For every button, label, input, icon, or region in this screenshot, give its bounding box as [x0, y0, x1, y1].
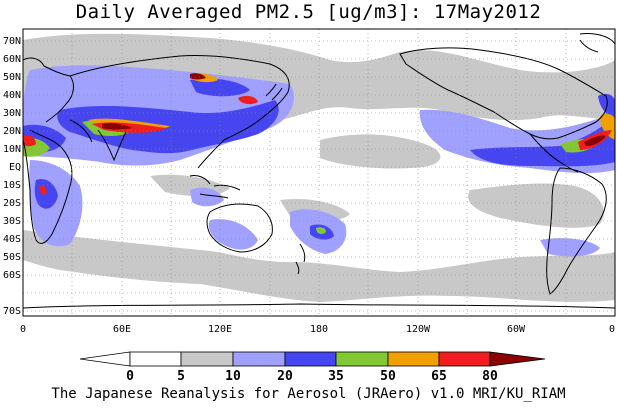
map-frame [22, 28, 616, 317]
colorbar-segment [335, 351, 389, 367]
coastlines [23, 33, 615, 309]
colorbar [79, 351, 546, 367]
lon-label: 120W [406, 324, 431, 335]
lat-label: 60N [3, 54, 21, 65]
lat-label: 50N [3, 72, 21, 83]
lon-label: 60E [113, 324, 131, 335]
lon-label: 0 [609, 324, 615, 335]
colorbar-min-arrow [79, 351, 131, 367]
colorbar-segment [180, 351, 234, 367]
colorbar-label: 50 [380, 369, 396, 384]
colorbar-segment [387, 351, 440, 367]
lon-label: 0 [20, 324, 26, 335]
lat-label: 70S [3, 306, 21, 317]
lat-label: 10S [3, 180, 21, 191]
map-title: Daily Averaged PM2.5 [ug/m3]: 17May2012 [75, 1, 542, 23]
lat-label: 40S [3, 234, 21, 245]
lat-labels: 70N 60N 50N 40N 30N 20N 10N EQ 10S 20S 3… [3, 36, 21, 317]
lat-label: 30S [3, 216, 21, 227]
colorbar-label: 5 [177, 369, 185, 384]
lat-label: 20S [3, 198, 21, 209]
lon-label: 60W [507, 324, 526, 335]
colorbar-label: 35 [328, 369, 344, 384]
lat-lon-grid [23, 29, 615, 316]
lat-label: 60S [3, 270, 21, 281]
colorbar-label: 20 [277, 369, 293, 384]
pm25-level-80-plus [102, 73, 606, 146]
footer-credit: The Japanese Reanalysis for Aerosol (JRA… [51, 386, 566, 402]
lat-label: 20N [3, 126, 21, 137]
lat-label: 50S [3, 252, 21, 263]
lon-labels: 0 60E 120E 180 120W 60W 0 [20, 324, 615, 335]
lat-label: 70N [3, 36, 21, 47]
lon-label: 180 [310, 324, 328, 335]
colorbar-segment [232, 351, 286, 367]
map-plot-area [23, 29, 615, 316]
lat-label: EQ [9, 162, 21, 173]
colorbar-segment [284, 351, 337, 367]
lat-label: 30N [3, 108, 21, 119]
colorbar-segment [129, 351, 182, 367]
lat-label: 10N [3, 144, 21, 155]
colorbar-label: 65 [431, 369, 447, 384]
lat-label: 40N [3, 90, 21, 101]
colorbar-labels: 0 5 10 20 35 50 65 80 [126, 369, 498, 384]
colorbar-label: 10 [225, 369, 241, 384]
colorbar-max-arrow [489, 351, 546, 367]
colorbar-segment [438, 351, 491, 367]
lon-label: 120E [208, 324, 232, 335]
colorbar-label: 80 [482, 369, 498, 384]
colorbar-label: 0 [126, 369, 134, 384]
